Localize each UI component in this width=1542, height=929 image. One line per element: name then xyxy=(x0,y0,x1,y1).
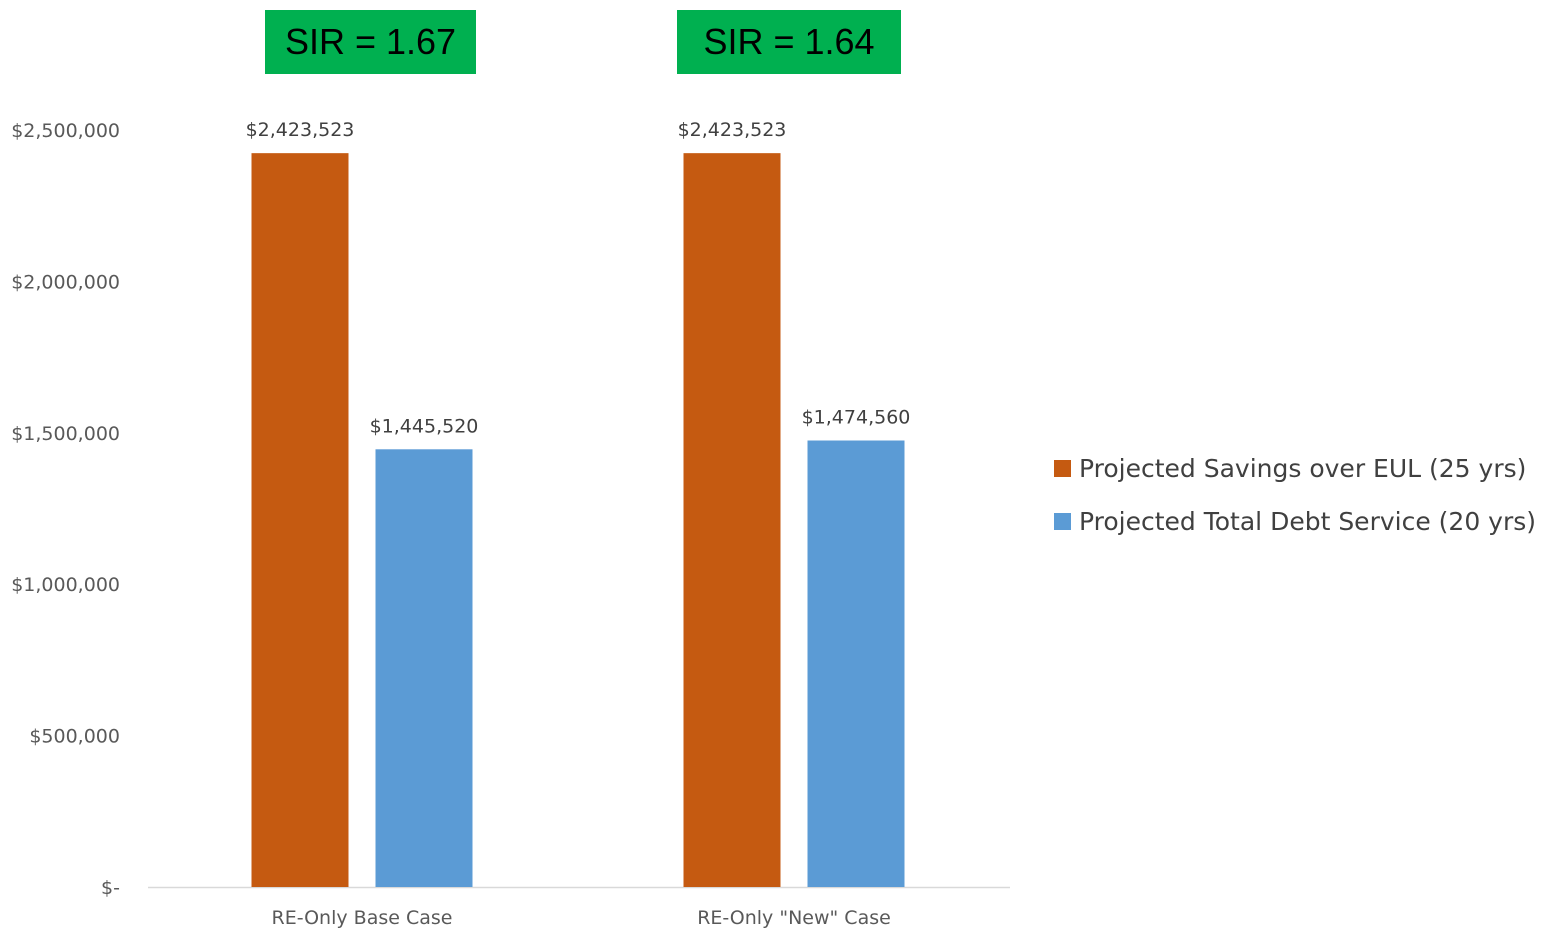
bar-value-label: $2,423,523 xyxy=(246,119,355,141)
y-tick-label: $500,000 xyxy=(29,726,120,748)
sir-annotation-base-case: SIR = 1.67 xyxy=(265,10,476,74)
sir-annotation-new-case: SIR = 1.64 xyxy=(677,10,901,74)
y-tick-label: $2,000,000 xyxy=(11,271,120,293)
y-tick-label: $2,500,000 xyxy=(11,120,120,142)
x-tick-label: RE-Only Base Case xyxy=(272,907,453,929)
legend-label-debt-service: Projected Total Debt Service (20 yrs) xyxy=(1079,506,1537,536)
bar-value-label: $1,474,560 xyxy=(802,407,911,429)
chart-legend: Projected Savings over EUL (25 yrs) Proj… xyxy=(1054,448,1536,554)
y-tick-label: $1,000,000 xyxy=(11,574,120,596)
bar-value-label: $1,445,520 xyxy=(370,415,479,437)
bar-value-label: $2,423,523 xyxy=(678,119,787,141)
legend-swatch-debt-service xyxy=(1054,512,1071,530)
bar xyxy=(375,449,473,887)
data-labels: $2,423,523 $2,423,523 $1,445,520 $1,474,560 xyxy=(246,119,911,437)
y-tick-label: $1,500,000 xyxy=(11,423,120,445)
legend-item-debt-service: Projected Total Debt Service (20 yrs) xyxy=(1054,501,1536,541)
bars xyxy=(251,153,905,888)
legend-swatch-savings xyxy=(1054,459,1071,477)
legend-item-savings: Projected Savings over EUL (25 yrs) xyxy=(1054,448,1536,488)
y-tick-label: $- xyxy=(101,877,120,899)
x-tick-label: RE-Only "New" Case xyxy=(697,907,891,929)
bar xyxy=(807,440,905,887)
y-axis-ticks: $- $500,000 $1,000,000 $1,500,000 $2,000,000… xyxy=(11,120,120,899)
bar xyxy=(683,153,781,888)
x-axis-ticks: RE-Only Base Case RE-Only "New" Case xyxy=(272,907,891,929)
bar xyxy=(251,153,349,888)
legend-label-savings: Projected Savings over EUL (25 yrs) xyxy=(1079,453,1527,483)
